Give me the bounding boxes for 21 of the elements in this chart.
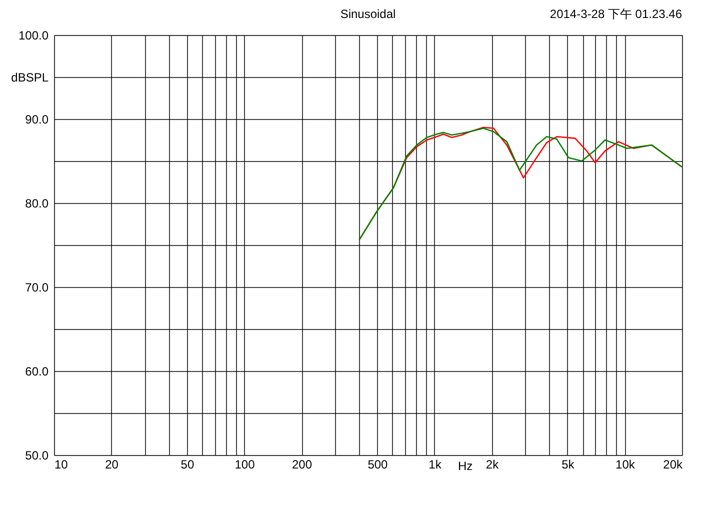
text: 2014-3-28 下午 01.23.46 — [550, 7, 682, 21]
y-tick-label: dBSPL — [11, 70, 49, 84]
x-tick-label: 100 — [234, 458, 256, 472]
x-tick-label: 10k — [616, 458, 636, 472]
x-tick-label: 10 — [54, 458, 68, 472]
x-axis-title: Hz — [458, 459, 473, 473]
x-tick-label: 5k — [562, 458, 576, 472]
y-tick-label: 50.0 — [25, 448, 49, 462]
y-tick-label: 90.0 — [25, 112, 49, 126]
x-tick-label: 20 — [105, 458, 119, 472]
y-tick-label: 70.0 — [25, 280, 49, 294]
x-tick-label: 2k — [486, 458, 500, 472]
x-tick-label: 1k — [428, 458, 442, 472]
x-tick-label: 50 — [180, 458, 194, 472]
x-tick-label: 200 — [292, 458, 312, 472]
y-tick-label: 60.0 — [25, 364, 49, 378]
chart-title: Sinusoidal — [340, 7, 396, 21]
y-tick-label: 80.0 — [25, 196, 49, 210]
x-tick-label: 20k — [663, 458, 684, 472]
x-tick-label: 500 — [368, 458, 388, 472]
y-tick-label: 100.0 — [18, 28, 49, 42]
